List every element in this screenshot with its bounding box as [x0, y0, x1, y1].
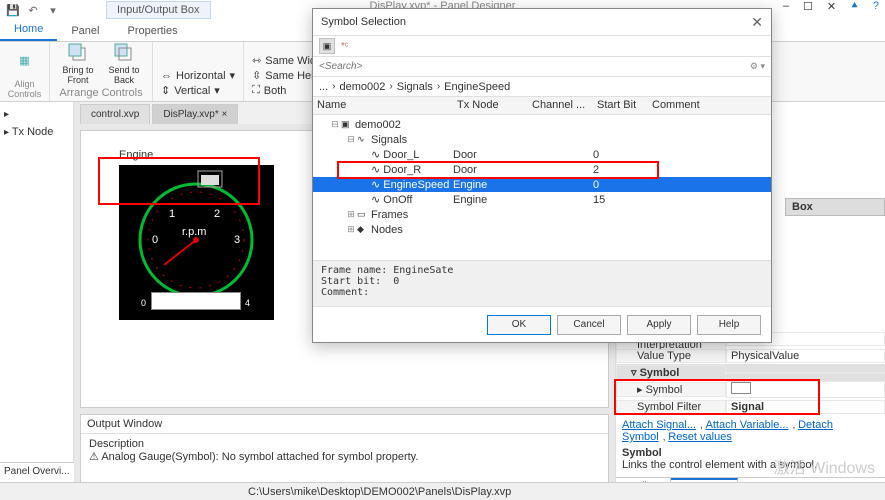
- tree-node[interactable]: ⊟∿Signals: [313, 132, 771, 147]
- properties-panel: Value InterpretationDouble Value TypePhy…: [615, 330, 885, 497]
- status-bar: C:\Users\mike\Desktop\DEMO002\Panels\Dis…: [0, 482, 885, 500]
- status-path: C:\Users\mike\Desktop\DEMO002\Panels\Dis…: [248, 486, 511, 498]
- tree-node[interactable]: ⊟▣demo002: [313, 117, 771, 132]
- tab-properties[interactable]: Properties: [113, 21, 191, 41]
- undo-icon[interactable]: ↶: [26, 3, 40, 17]
- svg-text:3: 3: [234, 234, 240, 246]
- help-text: Links the control element with a symbol.: [622, 459, 879, 471]
- table-header: Name Tx Node Channel ... Start Bit Comme…: [313, 97, 771, 115]
- close-icon[interactable]: ✕: [827, 0, 836, 13]
- svg-text:2: 2: [214, 208, 220, 220]
- panel-overview-tab[interactable]: Panel Overvi...: [0, 462, 74, 482]
- prop-section-symbol[interactable]: ▿ Symbol: [616, 364, 885, 381]
- tree-node[interactable]: ⊞▭Frames: [313, 207, 771, 222]
- tab-home[interactable]: Home: [0, 19, 57, 41]
- output-message: ⚠ Analog Gauge(Symbol): No symbol attach…: [89, 450, 600, 463]
- horizontal-spacing-button[interactable]: ⇔Horizontal ▾: [161, 69, 235, 82]
- send-back-button[interactable]: Send to Back: [104, 42, 144, 85]
- tab-panel[interactable]: Panel: [57, 21, 113, 41]
- side-panel: ▸ ▸ Tx Node: [0, 102, 74, 500]
- bring-front-button[interactable]: Bring to Front: [58, 42, 98, 85]
- tree-node[interactable]: ∿ Door_LDoor0: [313, 147, 771, 162]
- prop-symbol-filter[interactable]: Symbol FilterSignal: [616, 398, 885, 415]
- up-arrow-icon[interactable]: ⯅: [850, 0, 859, 13]
- align-icon[interactable]: ▦: [16, 52, 34, 70]
- maximize-icon[interactable]: ☐: [803, 0, 813, 13]
- link-reset-values[interactable]: Reset values: [668, 431, 732, 443]
- vertical-spacing-button[interactable]: ⇕Vertical ▾: [161, 84, 235, 97]
- doctab-control[interactable]: control.xvp: [80, 104, 150, 124]
- output-description-label: Description: [89, 438, 600, 450]
- apply-button[interactable]: Apply: [627, 315, 691, 335]
- svg-text:r.p.m: r.p.m: [182, 226, 206, 238]
- redo-icon[interactable]: ▾: [46, 3, 60, 17]
- property-links: Attach Signal..., Attach Variable..., De…: [616, 415, 885, 447]
- tree-node[interactable]: ∿ EngineSpeedEngine0: [313, 177, 771, 192]
- tree-node[interactable]: ∿ Door_RDoor2: [313, 162, 771, 177]
- help-title: Symbol: [622, 447, 879, 459]
- dialog-info: Frame name: EngineSate Start bit: 0 Comm…: [313, 260, 771, 306]
- cancel-button[interactable]: Cancel: [557, 315, 621, 335]
- ok-button[interactable]: OK: [487, 315, 551, 335]
- dialog-close-icon[interactable]: ✕: [751, 14, 763, 31]
- window-controls: – ☐ ✕ ⯅ ?: [783, 0, 879, 13]
- svg-text:1: 1: [169, 208, 175, 220]
- doctab-display[interactable]: DisPlay.xvp* ×: [152, 104, 238, 124]
- group-arrange: Arrange Controls: [59, 87, 142, 99]
- search-options-icon[interactable]: ⚙ ▾: [744, 61, 771, 72]
- tx-node-item[interactable]: ▸ Tx Node: [4, 123, 69, 141]
- help-button[interactable]: Help: [697, 315, 761, 335]
- prop-value-type[interactable]: Value TypePhysicalValue: [616, 347, 885, 364]
- search-input[interactable]: [313, 61, 744, 72]
- svg-text:0: 0: [152, 234, 158, 246]
- help-icon[interactable]: ?: [873, 0, 879, 13]
- minimize-icon[interactable]: –: [783, 0, 789, 13]
- filter-icon[interactable]: ▣: [319, 38, 335, 54]
- symbol-selection-dialog: Symbol Selection ✕ ▣ *ᶜ ⚙ ▾ ... › demo00…: [312, 8, 772, 343]
- link-attach-signal[interactable]: Attach Signal...: [622, 419, 696, 431]
- gauge-value-box[interactable]: [151, 292, 241, 310]
- dialog-title: Symbol Selection: [321, 16, 406, 28]
- link-attach-variable[interactable]: Attach Variable...: [706, 419, 789, 431]
- analog-gauge[interactable]: 1 2 3 0 r.p.m 0 4: [119, 165, 274, 320]
- context-tab: Input/Output Box: [106, 1, 211, 19]
- group-align: Align Controls: [8, 79, 42, 99]
- wildcard-icon[interactable]: *ᶜ: [341, 41, 348, 52]
- breadcrumb[interactable]: ... › demo002 › Signals › EngineSpeed: [313, 77, 771, 97]
- property-box-label: Box: [785, 198, 885, 216]
- save-icon[interactable]: 💾: [6, 3, 20, 17]
- tree-node[interactable]: ∿ OnOffEngine15: [313, 192, 771, 207]
- prop-symbol[interactable]: ▸ Symbol: [616, 381, 885, 398]
- tree-node[interactable]: ⊞◆Nodes: [313, 222, 771, 237]
